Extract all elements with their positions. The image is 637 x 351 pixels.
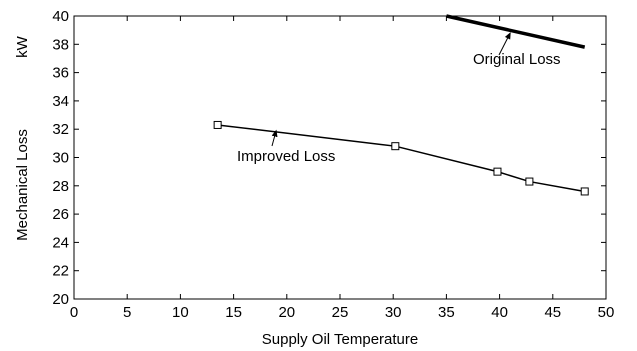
y-axis-label: Mechanical Loss <box>14 129 31 241</box>
x-tick-label: 40 <box>491 304 508 321</box>
plot-area-frame <box>73 15 607 300</box>
y-tick-label: 40 <box>52 8 69 25</box>
y-tick-label: 20 <box>52 291 69 308</box>
annotation-label-improved-loss: Improved Loss <box>237 148 335 165</box>
y-tick-label: 26 <box>52 206 69 223</box>
y-tick-label: 30 <box>52 150 69 167</box>
y-tick-label: 38 <box>52 36 69 53</box>
x-tick-label: 35 <box>438 304 455 321</box>
x-tick-label: 30 <box>385 304 402 321</box>
data-point-marker <box>580 187 589 196</box>
x-axis-label: Supply Oil Temperature <box>262 331 418 348</box>
y-tick-label: 28 <box>52 178 69 195</box>
data-point-marker <box>213 120 222 129</box>
series-layer <box>213 14 589 196</box>
data-point-marker <box>525 177 534 186</box>
annotation-layer: Original Loss Improved Loss <box>237 32 561 165</box>
annotation-label-original-loss: Original Loss <box>473 51 561 68</box>
x-tick-label: 20 <box>278 304 295 321</box>
x-tick-label: 10 <box>172 304 189 321</box>
x-tick-label: 0 <box>70 304 78 321</box>
y-tick-label: 32 <box>52 121 69 138</box>
x-tick-label: 45 <box>544 304 561 321</box>
x-tick-label: 5 <box>123 304 131 321</box>
series-line-original-loss <box>446 14 586 49</box>
tick-layer: 0 5 10 15 20 25 30 35 40 45 50 20 22 24 26 28 30 32 34 36 38… <box>52 8 614 321</box>
data-point-marker <box>391 142 400 151</box>
x-tick-label: 50 <box>598 304 615 321</box>
annotation-arrow <box>498 32 511 56</box>
y-axis-unit-label: kW <box>14 35 31 58</box>
y-tick-label: 22 <box>52 263 69 280</box>
y-tick-label: 24 <box>52 234 69 251</box>
x-tick-label: 15 <box>225 304 242 321</box>
x-tick-label: 25 <box>332 304 349 321</box>
y-tick-label: 36 <box>52 65 69 82</box>
y-tick-label: 34 <box>52 93 69 110</box>
annotation-arrow <box>271 129 278 147</box>
data-point-marker <box>493 167 502 176</box>
